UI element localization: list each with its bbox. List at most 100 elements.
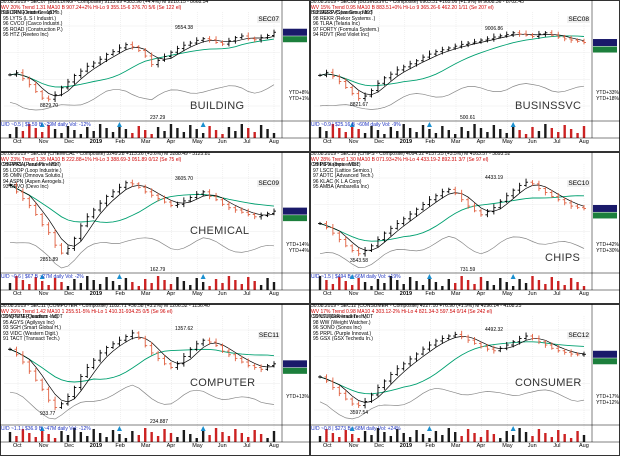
month-label: 2019 [399, 139, 413, 145]
price-bar [343, 390, 348, 401]
month-label: 2019 [89, 139, 103, 145]
price-bar [421, 346, 426, 356]
ma-price-tag [593, 212, 617, 219]
volume-bar [428, 438, 431, 442]
volume-bar [408, 128, 412, 138]
volume-bar [537, 131, 541, 138]
leader-item: 95 OMN (Omnova Solutio.) [3, 173, 64, 180]
price-bar [72, 73, 77, 85]
month-label: Dec [374, 139, 384, 145]
ytd-value: YTD+13% [286, 394, 309, 400]
price-bar [123, 334, 128, 343]
month-label: Feb [425, 291, 435, 297]
price-bar [582, 205, 586, 211]
price-bar [181, 197, 186, 208]
price-bar [536, 180, 541, 191]
volume-bar [466, 280, 470, 290]
price-bar [382, 231, 387, 242]
volume-bar [331, 433, 335, 442]
month-label: Nov [38, 443, 49, 449]
volume-stats: U/D ~1.5 | $494 B ~66M daily Vol: +19% [311, 274, 401, 280]
price-bar [337, 230, 342, 243]
volume-bar [576, 133, 579, 138]
volume-bar [86, 276, 89, 290]
signal-arrow [349, 274, 355, 279]
volume-high: 162.79 [150, 267, 166, 273]
month-label: Mar [141, 291, 151, 297]
price-bar [123, 42, 128, 51]
price-bar [504, 341, 509, 351]
price-bar [53, 91, 58, 103]
ma10-line [319, 184, 585, 251]
price-bar [556, 192, 561, 202]
volume-bar [247, 277, 250, 290]
volume-bar [208, 126, 211, 138]
price-bar [363, 92, 368, 102]
price-bar [233, 35, 238, 44]
volume-bar [531, 276, 534, 290]
price-bar [446, 187, 451, 194]
volume-bar [563, 125, 566, 138]
price-bar [453, 186, 458, 196]
volume-bar [318, 127, 322, 138]
volume-bar [221, 432, 224, 442]
volume-bar [447, 279, 450, 290]
price-bar [375, 236, 380, 248]
month-label: Apr [166, 291, 176, 297]
price-bar [350, 244, 355, 253]
price-bar [8, 183, 12, 187]
volume-bar [524, 283, 528, 290]
period-high: 9006.86 [485, 25, 504, 32]
price-bar [575, 38, 580, 43]
price-bar [343, 78, 348, 89]
volume-bar [376, 279, 380, 290]
ytd-change: YTD+42% YTD+30% [596, 242, 619, 254]
month-label: Jul [243, 291, 251, 297]
price-bar [20, 351, 25, 365]
price-bar [453, 43, 458, 50]
volume-bar [479, 277, 483, 290]
volume-bar [441, 435, 444, 442]
price-bar [156, 350, 161, 362]
volume-bar [47, 285, 50, 290]
volume-bar [150, 134, 153, 138]
volume-bar [214, 279, 218, 290]
price-bar [201, 190, 206, 197]
signal-arrow [510, 426, 516, 431]
volume-bar [460, 127, 463, 138]
volume-bar [73, 130, 76, 138]
leader-item: 96 TLRA (Telaria Inc) [313, 21, 360, 28]
price-bar [421, 201, 426, 211]
price-bar [401, 361, 406, 371]
price-bar [46, 222, 51, 236]
ma-price-tag [283, 36, 307, 43]
price-bar [491, 33, 496, 42]
price-bar [98, 56, 103, 66]
month-label: Aug [269, 291, 279, 297]
price-bar [478, 38, 483, 44]
volume-bar [240, 433, 244, 442]
volume-bar [60, 431, 63, 442]
price-bar [408, 60, 413, 70]
price-bar [53, 229, 58, 248]
price-bar [162, 195, 167, 204]
volume-bar [569, 278, 573, 290]
volume-bar [563, 434, 566, 442]
volume-bar [131, 431, 134, 442]
price-bar [356, 91, 361, 101]
price-bar [259, 34, 264, 43]
ma-price-tag [593, 46, 617, 53]
volume-bar [550, 277, 554, 290]
volume-bar [8, 134, 12, 138]
volume-bar [421, 125, 425, 138]
leader-item: 99 FPRL (Parui Pline Ho.) [3, 162, 61, 168]
price-bar [175, 361, 180, 370]
volume-bar [176, 437, 179, 442]
last-price-tag [593, 204, 617, 212]
last-price-tag [593, 39, 617, 47]
volume-bar [156, 276, 160, 290]
price-bar [330, 68, 335, 79]
volume-bar [240, 284, 244, 290]
price-bar [517, 335, 522, 345]
price-bar [388, 71, 393, 81]
